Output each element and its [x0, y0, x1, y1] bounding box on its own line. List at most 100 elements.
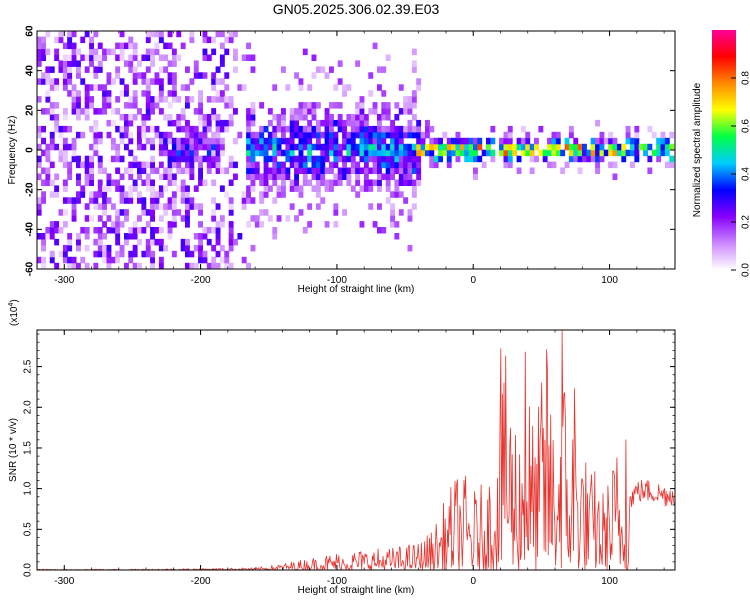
heatmap-cell — [171, 54, 177, 61]
heatmap-cell — [267, 155, 273, 163]
y-tick-label: 20 — [25, 104, 36, 116]
heatmap-cell — [259, 179, 265, 186]
heatmap-cell — [311, 167, 317, 174]
heatmap-cell — [62, 155, 68, 163]
heatmap-cell — [93, 262, 99, 269]
x-tick-label: -100 — [327, 275, 347, 286]
heatmap-cell — [568, 143, 574, 151]
heatmap-cell — [368, 108, 374, 115]
heatmap-cell — [185, 238, 190, 246]
heatmap-cell — [329, 131, 334, 139]
heatmap-cell — [185, 215, 190, 222]
heatmap-cell — [372, 131, 378, 139]
heatmap-cell — [416, 125, 422, 133]
heatmap-cell — [150, 155, 155, 163]
heatmap-cell — [193, 155, 199, 163]
heatmap-cell — [71, 256, 77, 264]
heatmap-cell — [320, 161, 326, 169]
heatmap-cell — [124, 131, 129, 139]
heatmap-cell — [272, 125, 278, 133]
heatmap-cell — [189, 137, 195, 145]
heatmap-cell — [76, 173, 81, 180]
heatmap-cell — [486, 137, 491, 145]
heatmap-cell — [115, 54, 121, 61]
heatmap-cell — [473, 143, 478, 151]
heatmap-cell — [167, 90, 173, 97]
heatmap-cell — [307, 137, 313, 145]
heatmap-cell — [206, 262, 212, 269]
heatmap-cell — [342, 119, 347, 127]
heatmap-cell — [333, 221, 339, 228]
heatmap-cell — [89, 179, 94, 186]
heatmap-cell — [263, 137, 269, 145]
heatmap-cell — [189, 250, 195, 258]
heatmap-cell — [163, 96, 169, 103]
heatmap-cell — [167, 72, 173, 79]
heatmap-cell — [267, 131, 273, 139]
heatmap-cell — [407, 149, 413, 157]
heatmap-cell — [198, 179, 203, 186]
heatmap-cell — [180, 185, 186, 192]
heatmap-cell — [307, 84, 313, 91]
heatmap-cell — [180, 244, 186, 252]
heatmap-cell — [137, 161, 142, 169]
heatmap-cell — [625, 149, 631, 157]
heatmap-cell — [311, 143, 317, 151]
heatmap-cell — [58, 36, 64, 44]
heatmap-cell — [84, 114, 90, 121]
heatmap-cell — [302, 155, 308, 163]
heatmap-cell — [438, 143, 443, 151]
heatmap-cell — [398, 84, 404, 91]
heatmap-cell — [128, 197, 134, 204]
heatmap-cell — [215, 233, 221, 240]
heatmap-cell — [311, 155, 317, 163]
heatmap-cell — [381, 161, 387, 169]
heatmap-cell — [145, 238, 151, 246]
heatmap-cell — [595, 161, 600, 169]
heatmap-cell — [150, 137, 155, 145]
heatmap-cell — [468, 149, 474, 157]
heatmap-cell — [276, 161, 282, 169]
heatmap-cell — [337, 155, 343, 163]
heatmap-cell — [289, 179, 295, 186]
heatmap-cell — [394, 233, 400, 240]
heatmap-cell — [76, 238, 81, 246]
heatmap-cell — [516, 137, 522, 145]
heatmap-cell — [285, 84, 291, 91]
heatmap-cell — [132, 78, 138, 85]
heatmap-cell — [651, 131, 657, 139]
heatmap-cell — [259, 143, 265, 151]
heatmap-cell — [630, 143, 635, 151]
heatmap-cell — [89, 191, 94, 198]
heatmap-cell — [259, 209, 265, 216]
heatmap-cell — [612, 137, 618, 145]
heatmap-cell — [97, 137, 103, 145]
heatmap-cell — [398, 143, 404, 151]
heatmap-cell — [368, 72, 374, 79]
heatmap-cell — [193, 233, 199, 240]
heatmap-cell — [58, 131, 64, 139]
heatmap-cell — [355, 161, 361, 169]
heatmap-cell — [608, 143, 614, 151]
heatmap-cell — [189, 149, 195, 157]
heatmap-cell — [315, 137, 321, 145]
colorbar-label: Normalized spectral amplitude — [692, 82, 703, 217]
heatmap-cell — [612, 143, 618, 151]
heatmap-cell — [215, 167, 221, 174]
heatmap-cell — [110, 119, 116, 127]
heatmap-cell — [664, 137, 670, 145]
heatmap-cell — [180, 191, 186, 198]
heatmap-cell — [573, 149, 579, 157]
heatmap-cell — [211, 72, 217, 79]
heatmap-cell — [525, 137, 531, 145]
heatmap-cell — [93, 203, 99, 210]
heatmap-cell — [267, 215, 273, 222]
heatmap-cell — [37, 96, 42, 103]
heatmap-cell — [464, 137, 470, 145]
heatmap-cell — [119, 197, 125, 204]
heatmap-cell — [250, 155, 256, 163]
heatmap-cell — [206, 167, 212, 174]
heatmap-cell — [215, 203, 221, 210]
heatmap-cell — [93, 54, 99, 61]
heatmap-cell — [115, 209, 121, 216]
